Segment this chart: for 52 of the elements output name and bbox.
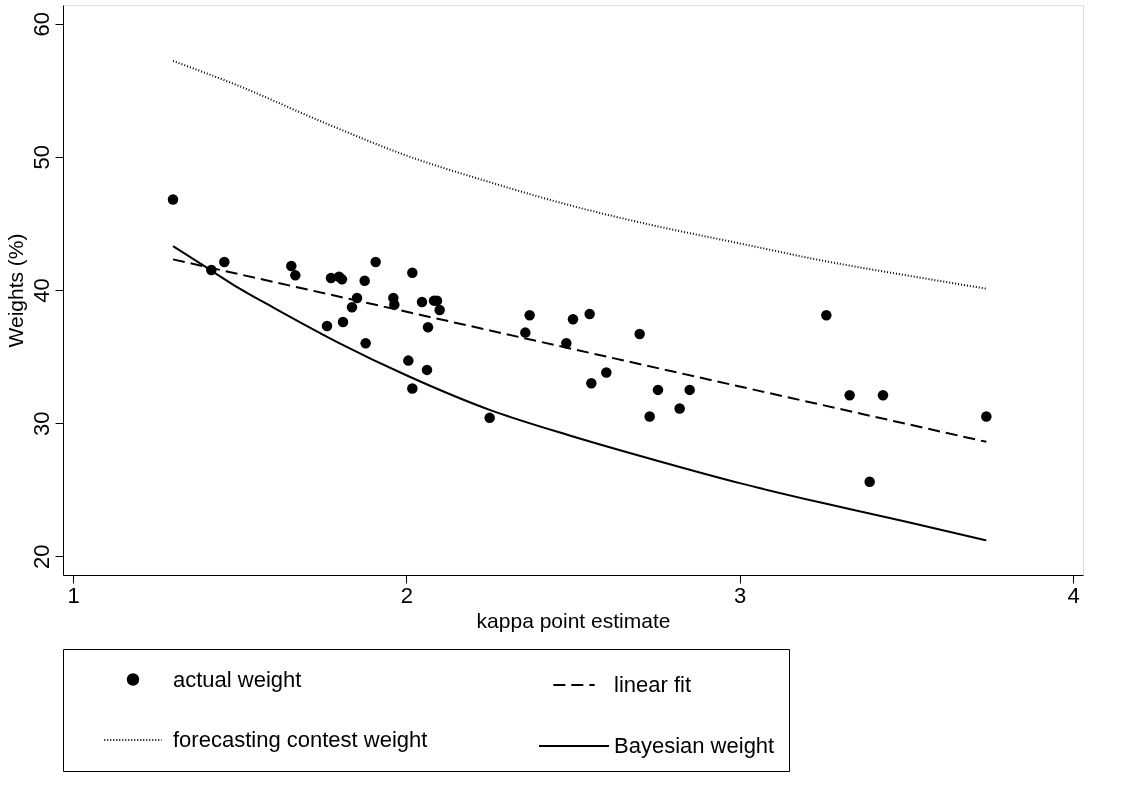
point [484,412,495,424]
y-tick-label: 30 [28,411,54,436]
line-series [172,59,988,290]
point [346,302,358,313]
x-axis-title: kappa point estimate [476,608,671,632]
point [360,338,371,349]
point [652,384,664,396]
point [844,389,855,401]
point [981,411,992,422]
point [325,272,337,284]
point [644,411,655,422]
point [434,304,445,316]
legend-label: Bayesian weight [614,733,775,758]
point [877,389,889,401]
x-tick-label: 2 [400,582,413,608]
point [584,308,595,320]
x-tick-label: 4 [1067,582,1080,608]
point [337,316,349,328]
point [634,328,645,340]
point [567,314,579,325]
point [520,327,531,338]
x-tick-label: 3 [734,582,747,608]
legend-label: actual weight [173,666,302,692]
legend-label: forecasting contest weight [173,727,428,752]
point [421,364,433,376]
y-tick-label: 60 [28,11,54,37]
point [684,384,695,396]
point [407,267,418,278]
point [403,355,414,366]
point [864,476,875,488]
point [321,320,333,332]
point [407,383,418,394]
y-tick-label: 50 [28,145,54,170]
point [674,403,685,414]
y-axis-title: Weights (%) [3,233,27,348]
legend-label: linear fit [614,672,692,697]
point [586,377,597,389]
point [524,310,535,321]
point [416,296,428,308]
point [359,275,370,286]
point [290,270,301,281]
point [219,256,230,268]
point [370,256,381,268]
point [422,322,434,333]
x-tick-label: 1 [67,582,80,608]
y-tick-label: 40 [28,278,54,303]
line-series [172,245,988,542]
y-tick-label: 20 [28,544,54,570]
point [167,194,179,205]
point [286,260,297,272]
point [601,367,612,378]
point [821,310,832,321]
